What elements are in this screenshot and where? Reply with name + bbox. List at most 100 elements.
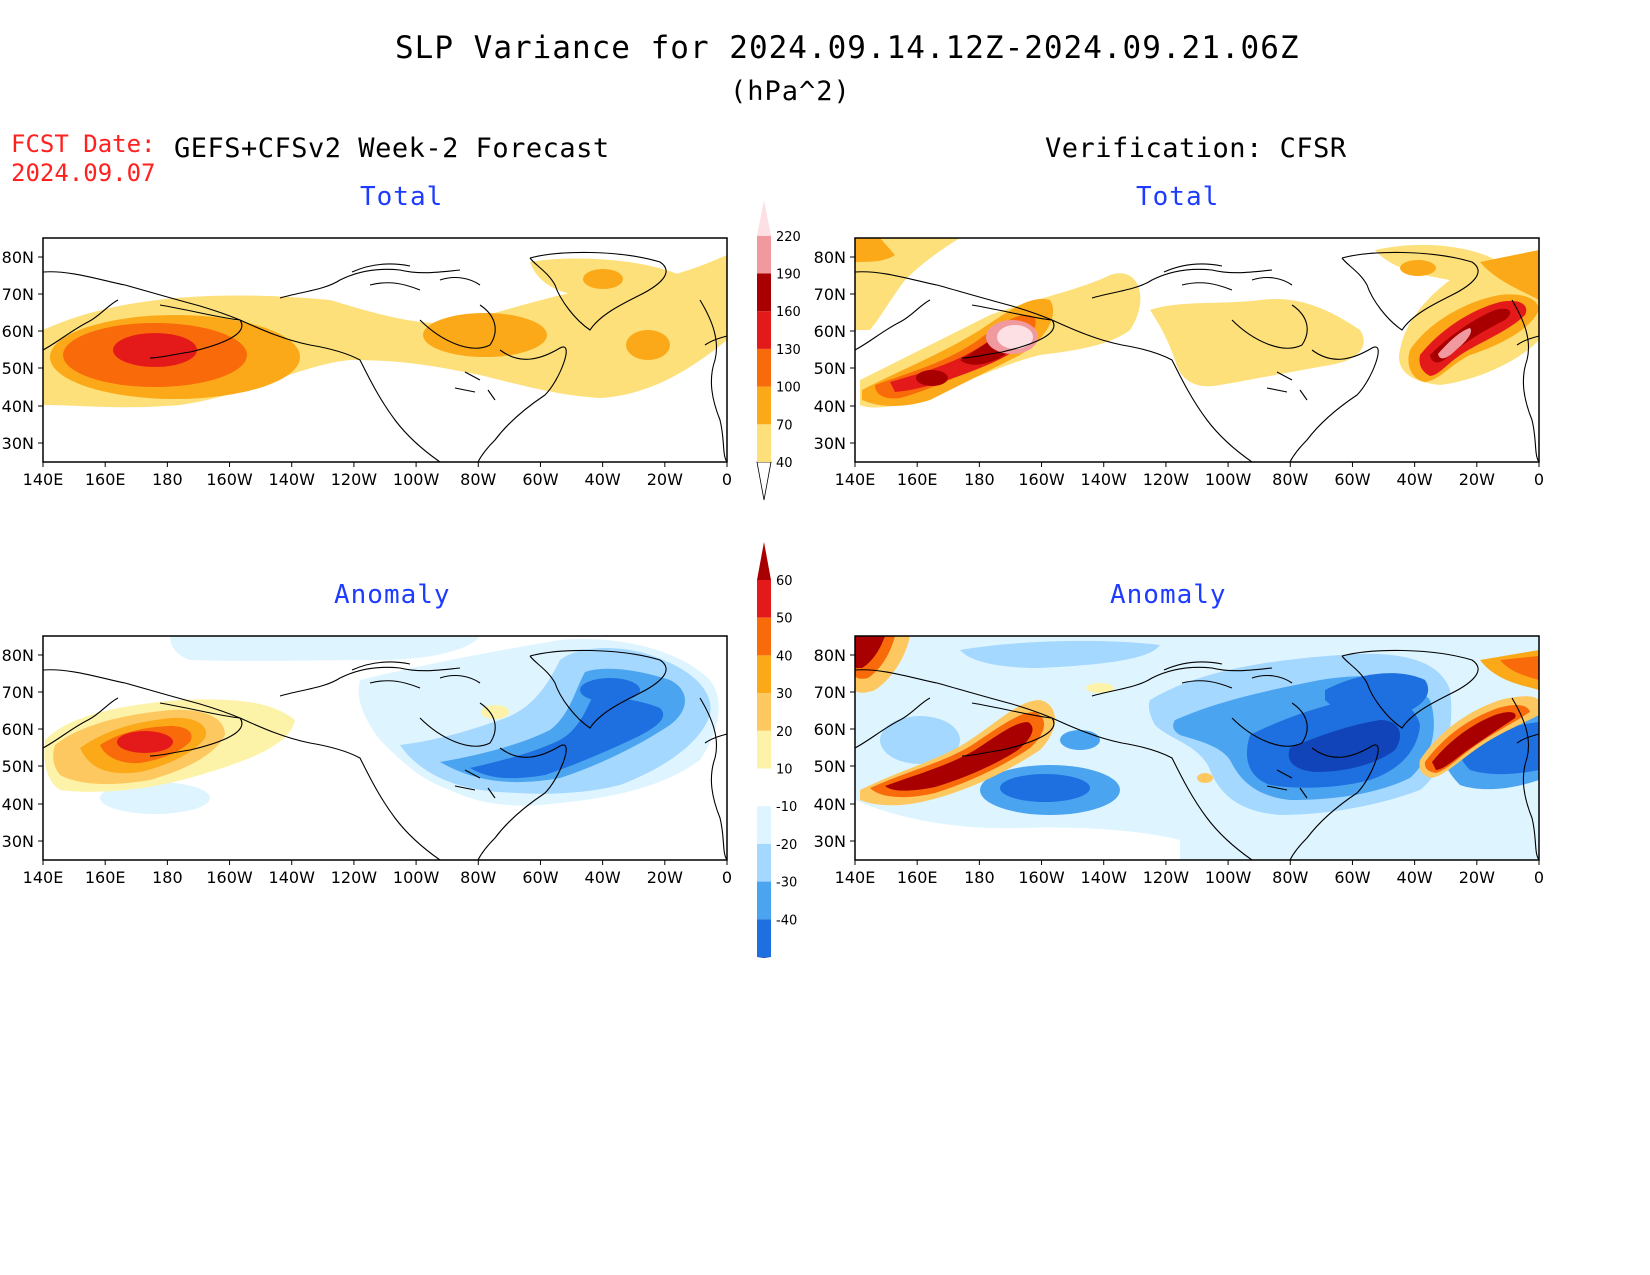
verification-anomaly-axes: 80N 70N 60N 50N 40N 30N 140E 160E 180 160W 140W 120… xyxy=(814,646,1544,887)
latitude-label: 70N xyxy=(814,285,846,304)
verification-anomaly-coastlines xyxy=(855,649,1539,860)
forecast-anomaly-map: 80N 70N 60N 50N 40N 30N 140E 160E 180 160W 140W 120… xyxy=(2,635,732,887)
longitude-label: 100W xyxy=(1205,868,1252,887)
colorbar-swatch xyxy=(757,617,771,656)
longitude-label: 160W xyxy=(1018,470,1065,489)
latitude-label: 40N xyxy=(814,397,846,416)
longitude-label: 160W xyxy=(206,868,253,887)
colorbar-level-label: 160 xyxy=(776,305,801,320)
longitude-label: 100W xyxy=(1205,470,1252,489)
verification-anomaly-field xyxy=(855,636,1539,860)
colorbar-lower-arrow xyxy=(756,461,772,501)
longitude-label: 140E xyxy=(23,868,64,887)
colorbar-level-label: 220 xyxy=(776,230,801,245)
colorbar-swatch xyxy=(757,200,771,236)
forecast-anomaly-coastlines xyxy=(43,649,727,860)
panel-title-forecast-total: Total xyxy=(360,182,444,212)
longitude-label: 0 xyxy=(1534,868,1544,887)
verification-total-frame xyxy=(854,237,1540,463)
colorbar-level-label: 190 xyxy=(776,268,801,283)
latitude-label: 30N xyxy=(814,434,846,453)
longitude-label: 60W xyxy=(1334,470,1370,489)
latitude-label: 70N xyxy=(2,683,34,702)
colorbar-level-label: -20 xyxy=(776,838,797,853)
colorbar-swatch xyxy=(757,957,771,958)
longitude-label: 80W xyxy=(460,868,496,887)
fcst-date-label: FCST Date: xyxy=(11,130,156,158)
longitude-label: 80W xyxy=(1272,470,1308,489)
verification-heading: Verification: CFSR xyxy=(1045,133,1347,164)
colorbar-level-label: 70 xyxy=(776,418,793,433)
forecast-heading: GEFS+CFSv2 Week-2 Forecast xyxy=(174,133,610,164)
forecast-anomaly-frame xyxy=(42,635,728,861)
main-title: SLP Variance for 2024.09.14.12Z-2024.09.… xyxy=(395,30,1300,66)
longitude-label: 180 xyxy=(964,868,995,887)
latitude-label: 40N xyxy=(2,397,34,416)
colorbar-swatch xyxy=(757,235,771,274)
longitude-label: 20W xyxy=(1459,868,1495,887)
colorbar-swatch xyxy=(757,919,771,957)
colorbar-level-label: 20 xyxy=(776,725,793,740)
latitude-label: 70N xyxy=(2,285,34,304)
longitude-label: 0 xyxy=(722,470,732,489)
forecast-total-map: 80N 70N 60N 50N 40N 30N 140E 160E 180 160W 140W 120… xyxy=(2,237,732,489)
colorbar-swatch xyxy=(757,843,771,882)
forecast-anomaly-field xyxy=(44,636,719,814)
latitude-label: 80N xyxy=(2,248,34,267)
colorbar-swatch xyxy=(757,580,771,618)
longitude-label: 40W xyxy=(1397,868,1433,887)
latitude-label: 60N xyxy=(2,720,34,739)
longitude-label: 160W xyxy=(1018,868,1065,887)
colorbar-level-label: 60 xyxy=(776,574,793,589)
verification-total-map: 80N 70N 60N 50N 40N 30N 140E 160E 180 160W 140W 120… xyxy=(814,237,1544,489)
panel-title-forecast-anomaly: Anomaly xyxy=(334,580,451,610)
longitude-label: 80W xyxy=(1272,868,1308,887)
longitude-label: 140E xyxy=(835,868,876,887)
anomaly-colorbar: 60 50 40 30 20 10 -10 -20 -30 -40 xyxy=(757,542,797,958)
longitude-label: 140E xyxy=(23,470,64,489)
colorbar-level-label: 130 xyxy=(776,343,801,358)
colorbar-level-label: 40 xyxy=(776,649,793,664)
latitude-label: 80N xyxy=(814,646,846,665)
longitude-label: 120W xyxy=(331,470,378,489)
forecast-total-axes: 80N 70N 60N 50N 40N 30N 140E 160E 180 160W 140W 120… xyxy=(2,248,732,489)
longitude-label: 100W xyxy=(393,470,440,489)
longitude-label: 180 xyxy=(152,868,183,887)
longitude-label: 140W xyxy=(1081,470,1128,489)
longitude-label: 20W xyxy=(647,470,683,489)
panel-title-verification-total: Total xyxy=(1136,182,1220,212)
colorbar-swatch xyxy=(757,768,771,807)
longitude-label: 0 xyxy=(1534,470,1544,489)
longitude-label: 160E xyxy=(897,470,938,489)
colorbar-level-label: 10 xyxy=(776,763,793,778)
latitude-label: 50N xyxy=(2,359,34,378)
longitude-label: 180 xyxy=(152,470,183,489)
longitude-label: 40W xyxy=(1397,470,1433,489)
longitude-label: 60W xyxy=(1334,868,1370,887)
colorbar-swatch xyxy=(757,386,771,425)
forecast-total-field xyxy=(43,255,727,408)
colorbar-swatch xyxy=(757,542,771,580)
colorbar-level-label: 50 xyxy=(776,612,793,627)
latitude-label: 70N xyxy=(814,683,846,702)
longitude-label: 120W xyxy=(1143,868,1190,887)
forecast-anomaly-axes: 80N 70N 60N 50N 40N 30N 140E 160E 180 160W 140W 120… xyxy=(2,646,732,887)
longitude-label: 120W xyxy=(1143,470,1190,489)
longitude-label: 140W xyxy=(269,868,316,887)
colorbar-swatch xyxy=(757,424,771,462)
longitude-label: 0 xyxy=(722,868,732,887)
longitude-label: 160E xyxy=(85,470,126,489)
longitude-label: 20W xyxy=(1459,470,1495,489)
longitude-label: 160E xyxy=(897,868,938,887)
longitude-label: 80W xyxy=(460,470,496,489)
longitude-label: 180 xyxy=(964,470,995,489)
colorbar-swatch xyxy=(757,806,771,844)
fcst-date-value: 2024.09.07 xyxy=(11,159,156,187)
longitude-label: 20W xyxy=(647,868,683,887)
longitude-label: 120W xyxy=(331,868,378,887)
colorbar-level-label: -10 xyxy=(776,800,797,815)
total-colorbar: 40 70 100 130 160 190 220 xyxy=(756,200,801,501)
latitude-label: 60N xyxy=(814,720,846,739)
latitude-label: 40N xyxy=(814,795,846,814)
